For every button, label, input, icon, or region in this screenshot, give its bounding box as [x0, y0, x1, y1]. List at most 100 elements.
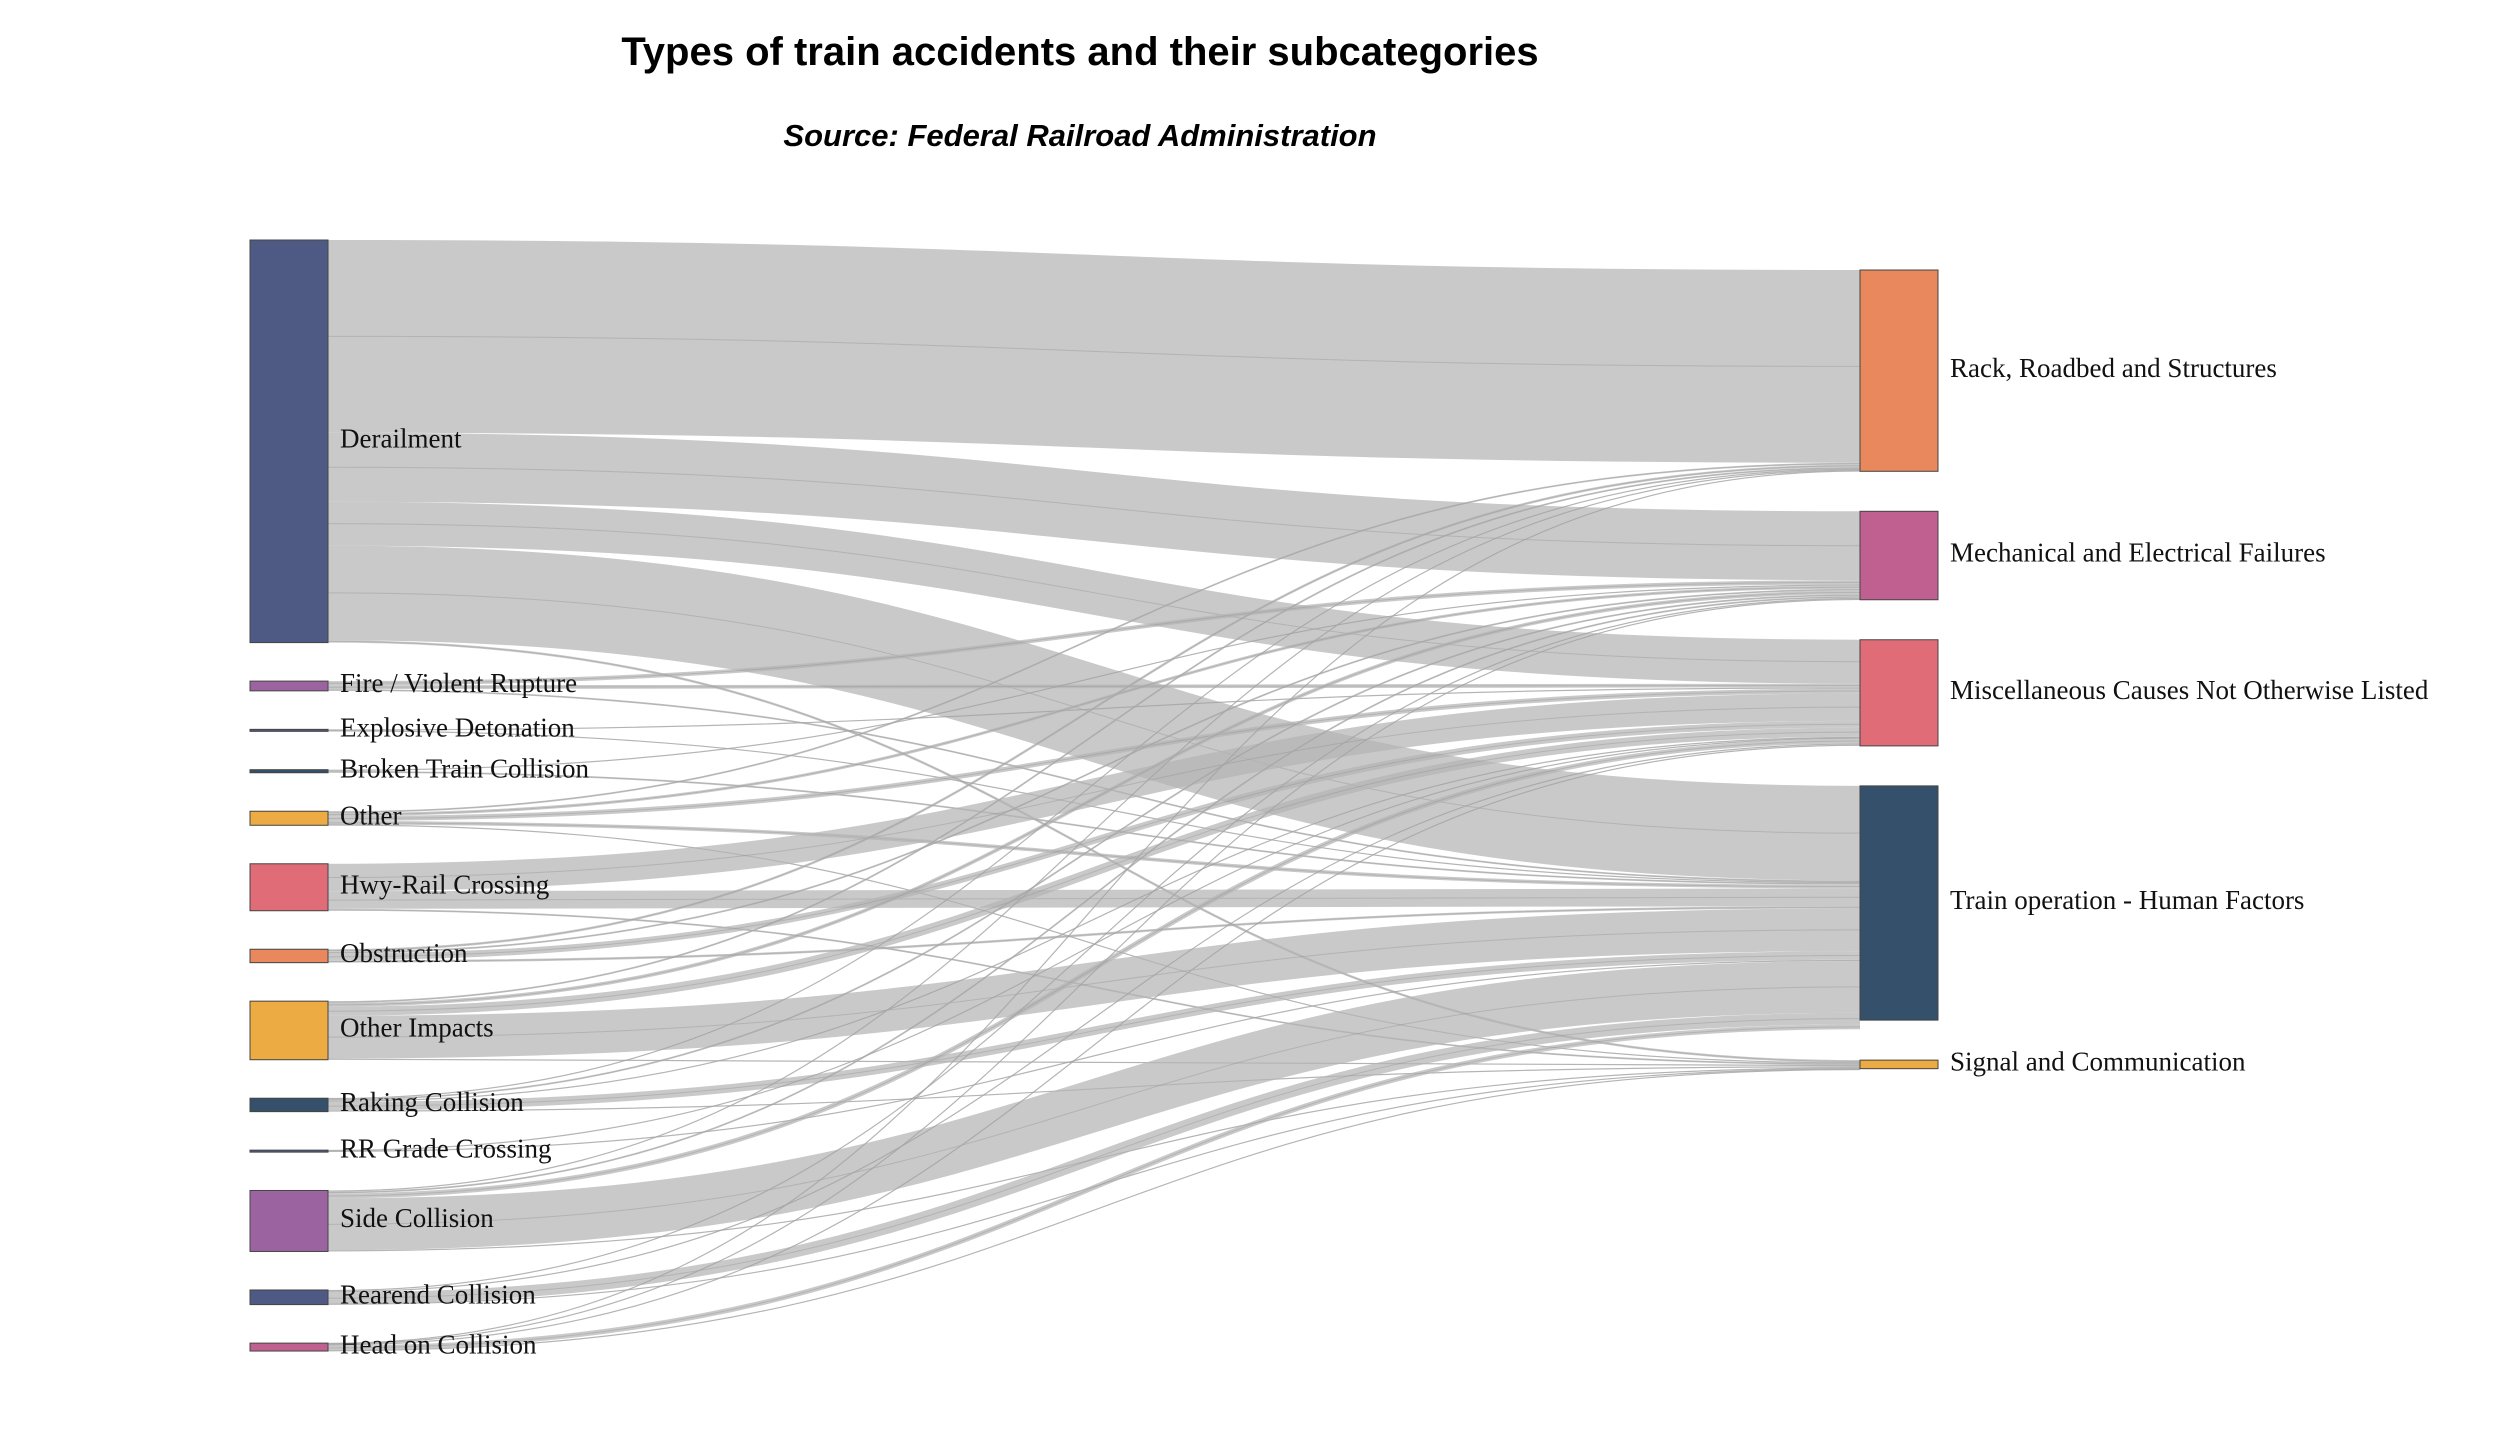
- link-outline-rr-grade-crossing-to-train-operation-human-factors: [327, 959, 1861, 1152]
- link-outline-other-to-miscellaneous-causes-not-otherwise-listed: [327, 690, 1861, 820]
- link-outline-side-collision-to-train-operation-human-factors: [327, 986, 1861, 1225]
- source-node-broken-train-collision[interactable]: [249, 769, 329, 774]
- link-outline-explosive-detonation-to-train-operation-human-factors: [327, 730, 1861, 884]
- link-outline-rearend-collision-to-train-operation-human-factors: [327, 1018, 1861, 1299]
- link-layer: [327, 240, 1861, 1352]
- source-node-rearend-collision[interactable]: [249, 1289, 329, 1306]
- link-other-impacts-to-rack-roadbed-and-structures[interactable]: [327, 467, 1861, 1003]
- source-node-other[interactable]: [249, 810, 329, 826]
- link-outline-derailment-to-mechanical-and-electrical-failures: [327, 466, 1861, 547]
- link-rearend-collision-to-train-operation-human-factors[interactable]: [327, 1012, 1861, 1304]
- link-side-collision-to-miscellaneous-causes-not-otherwise-listed[interactable]: [327, 738, 1861, 1199]
- link-outline-side-collision-to-miscellaneous-causes-not-otherwise-listed: [327, 740, 1861, 1197]
- link-head-on-collision-to-rack-roadbed-and-structures[interactable]: [327, 470, 1861, 1345]
- source-node-label-head-on-collision: Head on Collision: [340, 1329, 537, 1359]
- link-side-collision-to-rack-roadbed-and-structures[interactable]: [327, 469, 1861, 1192]
- link-outline-head-on-collision-to-rack-roadbed-and-structures: [327, 470, 1861, 1344]
- source-node-other-impacts[interactable]: [249, 1000, 329, 1061]
- source-node-label-fire-violent-rupture: Fire / Violent Rupture: [340, 668, 577, 698]
- link-rearend-collision-to-miscellaneous-causes-not-otherwise-listed[interactable]: [327, 743, 1861, 1293]
- link-outline-obstruction-to-rack-roadbed-and-structures: [327, 465, 1861, 951]
- link-outline-other-impacts-to-signal-and-communication: [327, 1058, 1861, 1067]
- source-node-fire-violent-rupture[interactable]: [249, 680, 329, 692]
- link-obstruction-to-miscellaneous-causes-not-otherwise-listed[interactable]: [327, 720, 1861, 961]
- source-node-label-rearend-collision: Rearend Collision: [340, 1279, 536, 1309]
- link-obstruction-to-train-operation-human-factors[interactable]: [327, 906, 1861, 963]
- node-layer: [249, 239, 1939, 1352]
- source-node-label-rr-grade-crossing: RR Grade Crossing: [340, 1133, 552, 1163]
- link-derailment-to-train-operation-human-factors[interactable]: [327, 545, 1861, 881]
- target-node-label-signal-and-communication: Signal and Communication: [1950, 1047, 2246, 1077]
- link-fire-violent-rupture-to-miscellaneous-causes-not-otherwise-listed[interactable]: [327, 683, 1861, 690]
- link-rr-grade-crossing-to-train-operation-human-factors[interactable]: [327, 959, 1861, 1152]
- link-other-impacts-to-mechanical-and-electrical-failures[interactable]: [327, 590, 1861, 1007]
- link-outline-broken-train-collision-to-mechanical-and-electrical-failures: [327, 584, 1861, 771]
- link-head-on-collision-to-miscellaneous-causes-not-otherwise-listed[interactable]: [327, 744, 1861, 1346]
- link-outline-other-impacts-to-train-operation-human-factors: [327, 929, 1861, 1038]
- source-node-label-side-collision: Side Collision: [340, 1203, 494, 1233]
- link-obstruction-to-rack-roadbed-and-structures[interactable]: [327, 464, 1861, 952]
- source-node-explosive-detonation[interactable]: [249, 728, 329, 732]
- source-node-derailment[interactable]: [249, 239, 329, 644]
- link-side-collision-to-train-operation-human-factors[interactable]: [327, 960, 1861, 1251]
- link-outline-other-impacts-to-mechanical-and-electrical-failures: [327, 591, 1861, 1006]
- target-node-label-miscellaneous-causes-not-otherwise-listed: Miscellaneous Causes Not Otherwise Liste…: [1950, 675, 2429, 705]
- source-node-head-on-collision[interactable]: [249, 1342, 329, 1352]
- link-outline-fire-violent-rupture-to-mechanical-and-electrical-failures: [327, 581, 1861, 684]
- link-outline-raking-collision-to-rack-roadbed-and-structures: [327, 468, 1861, 1100]
- link-other-to-mechanical-and-electrical-failures[interactable]: [327, 585, 1861, 817]
- link-derailment-to-rack-roadbed-and-structures[interactable]: [327, 240, 1861, 463]
- chart-title: Types of train accidents and their subca…: [621, 30, 1539, 74]
- source-node-raking-collision[interactable]: [249, 1097, 329, 1113]
- source-node-label-explosive-detonation: Explosive Detonation: [340, 712, 575, 742]
- link-outline-raking-collision-to-mechanical-and-electrical-failures: [327, 594, 1861, 1101]
- source-node-hwy-rail-crossing[interactable]: [249, 863, 329, 912]
- link-side-collision-to-mechanical-and-electrical-failures[interactable]: [327, 596, 1861, 1194]
- source-node-side-collision[interactable]: [249, 1189, 329, 1252]
- link-explosive-detonation-to-train-operation-human-factors[interactable]: [327, 730, 1861, 884]
- link-fire-violent-rupture-to-mechanical-and-electrical-failures[interactable]: [327, 580, 1861, 686]
- link-outline-hwy-rail-crossing-to-train-operation-human-factors: [327, 896, 1861, 901]
- link-other-impacts-to-train-operation-human-factors[interactable]: [327, 908, 1861, 1059]
- link-raking-collision-to-mechanical-and-electrical-failures[interactable]: [327, 594, 1861, 1101]
- link-head-on-collision-to-signal-and-communication[interactable]: [327, 1068, 1861, 1352]
- target-node-signal-and-communication[interactable]: [1859, 1059, 1939, 1070]
- target-node-mechanical-and-electrical-failures[interactable]: [1859, 510, 1939, 601]
- link-hwy-rail-crossing-to-train-operation-human-factors[interactable]: [327, 888, 1861, 909]
- link-derailment-to-miscellaneous-causes-not-otherwise-listed[interactable]: [327, 501, 1861, 684]
- link-derailment-to-mechanical-and-electrical-failures[interactable]: [327, 432, 1861, 581]
- link-raking-collision-to-miscellaneous-causes-not-otherwise-listed[interactable]: [327, 736, 1861, 1102]
- link-hwy-rail-crossing-to-miscellaneous-causes-not-otherwise-listed[interactable]: [327, 693, 1861, 892]
- link-other-impacts-to-miscellaneous-causes-not-otherwise-listed[interactable]: [327, 727, 1861, 1016]
- target-node-miscellaneous-causes-not-otherwise-listed[interactable]: [1859, 639, 1939, 747]
- link-outline-obstruction-to-mechanical-and-electrical-failures: [327, 589, 1861, 954]
- link-other-to-miscellaneous-causes-not-otherwise-listed[interactable]: [327, 688, 1861, 821]
- link-broken-train-collision-to-train-operation-human-factors[interactable]: [327, 770, 1861, 885]
- source-node-label-hwy-rail-crossing: Hwy-Rail Crossing: [340, 869, 549, 899]
- source-node-label-derailment: Derailment: [340, 424, 462, 454]
- link-head-on-collision-to-mechanical-and-electrical-failures[interactable]: [327, 598, 1861, 1345]
- link-raking-collision-to-train-operation-human-factors[interactable]: [327, 951, 1861, 1111]
- link-outline-other-to-rack-roadbed-and-structures: [327, 463, 1861, 813]
- link-head-on-collision-to-train-operation-human-factors[interactable]: [327, 1024, 1861, 1351]
- link-outline-other-to-train-operation-human-factors: [327, 822, 1861, 888]
- link-outline-other-to-mechanical-and-electrical-failures: [327, 586, 1861, 816]
- link-outline-head-on-collision-to-train-operation-human-factors: [327, 1026, 1861, 1349]
- link-other-to-rack-roadbed-and-structures[interactable]: [327, 462, 1861, 814]
- link-broken-train-collision-to-mechanical-and-electrical-failures[interactable]: [327, 584, 1861, 771]
- target-node-label-train-operation-human-factors: Train operation - Human Factors: [1950, 885, 2304, 915]
- source-node-label-obstruction: Obstruction: [340, 938, 468, 968]
- link-raking-collision-to-rack-roadbed-and-structures[interactable]: [327, 468, 1861, 1100]
- link-outline-raking-collision-to-train-operation-human-factors: [327, 954, 1861, 1107]
- source-node-label-other-impacts: Other Impacts: [340, 1013, 494, 1043]
- target-node-rack-roadbed-and-structures[interactable]: [1859, 269, 1939, 472]
- link-obstruction-to-mechanical-and-electrical-failures[interactable]: [327, 588, 1861, 954]
- source-node-rr-grade-crossing[interactable]: [249, 1149, 329, 1153]
- target-node-train-operation-human-factors[interactable]: [1859, 785, 1939, 1021]
- source-node-obstruction[interactable]: [249, 948, 329, 964]
- link-outline-raking-collision-to-miscellaneous-causes-not-otherwise-listed: [327, 736, 1861, 1102]
- link-other-to-train-operation-human-factors[interactable]: [327, 821, 1861, 889]
- link-rearend-collision-to-mechanical-and-electrical-failures[interactable]: [327, 597, 1861, 1292]
- link-outline-other-impacts-to-miscellaneous-causes-not-otherwise-listed: [327, 731, 1861, 1012]
